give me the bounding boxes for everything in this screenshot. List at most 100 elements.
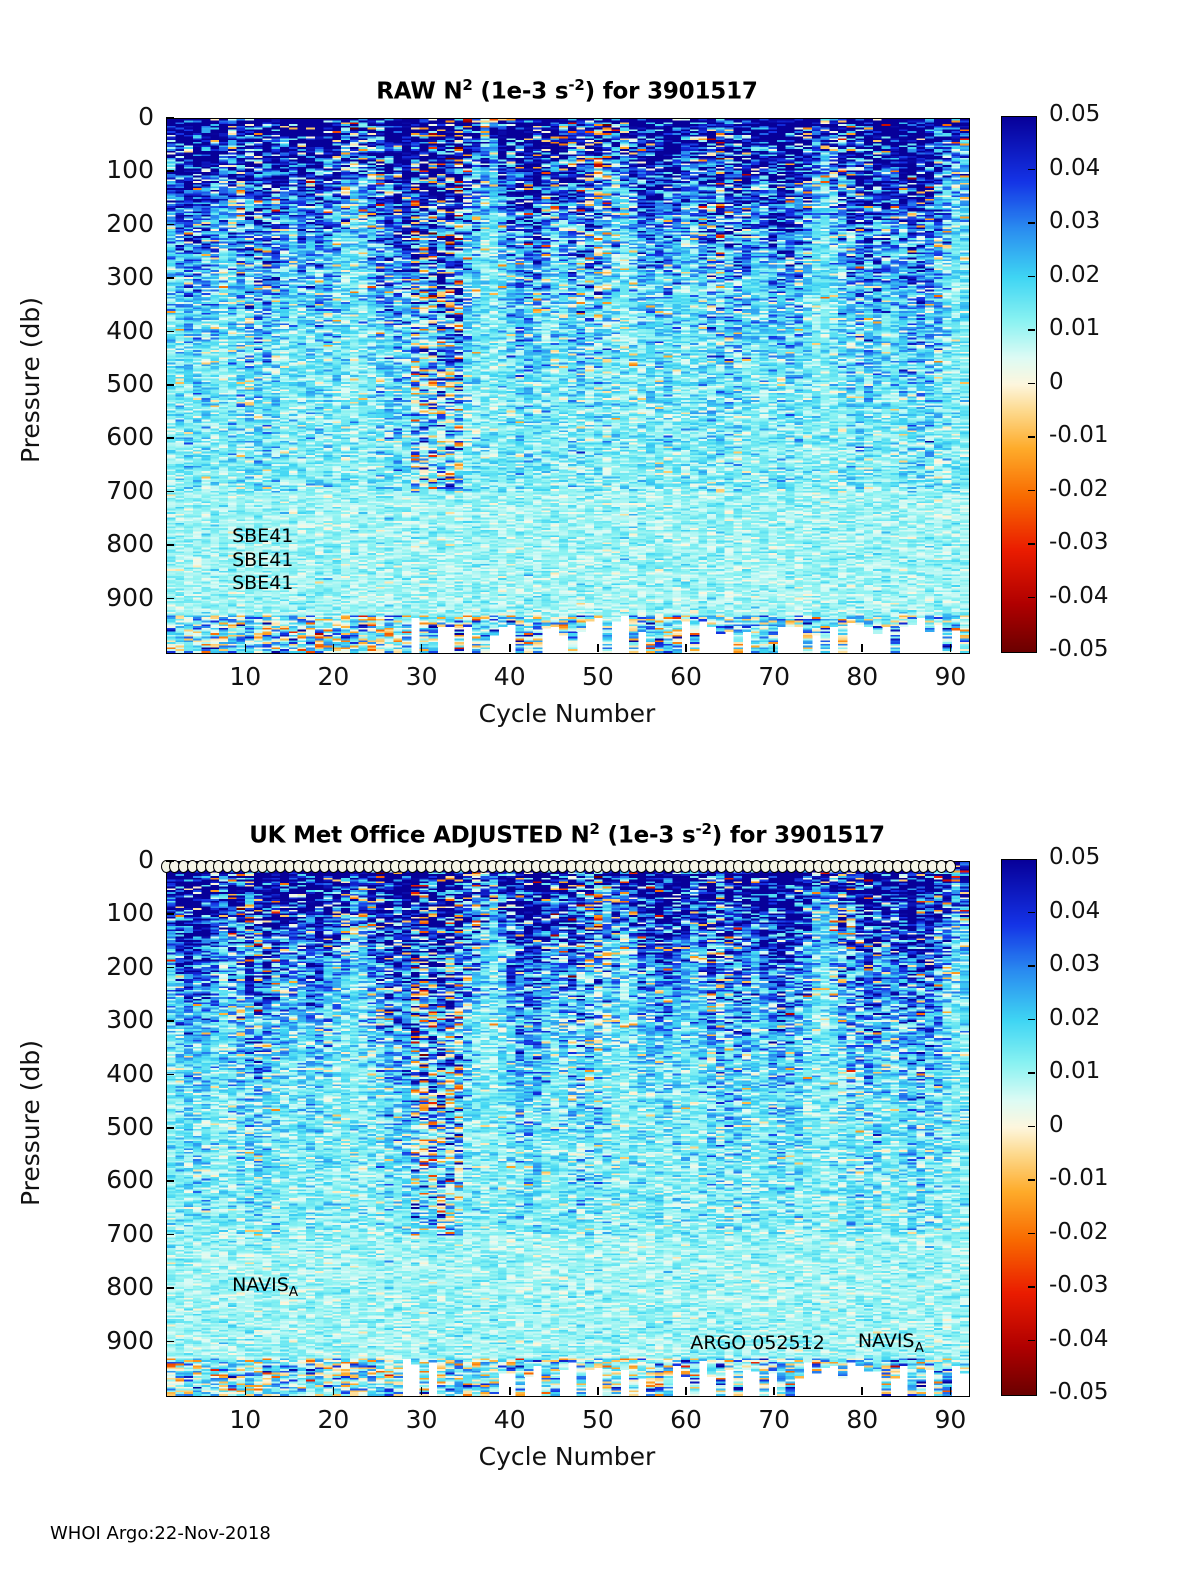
colorbar-tick-mark xyxy=(1028,1286,1035,1288)
x-tick-label: 30 xyxy=(405,1405,438,1434)
annotation-subscript: A xyxy=(914,1339,924,1356)
y-tick-label: 500 xyxy=(106,1112,154,1141)
y-tick-label: 400 xyxy=(106,315,154,345)
colorbar-tick-label: 0.04 xyxy=(1049,897,1101,924)
y-tick-mark xyxy=(166,1020,174,1022)
figure-footer-note: WHOI Argo:22-Nov-2018 xyxy=(50,1523,271,1544)
colorbar-tick-mark xyxy=(1028,965,1035,967)
x-tick-mark xyxy=(508,1387,511,1395)
x-tick-label: 60 xyxy=(670,1405,702,1434)
y-tick-mark xyxy=(166,1180,174,1182)
colorbar-tick-label: 0.01 xyxy=(1049,315,1101,341)
colorbar-tick-label: -0.01 xyxy=(1049,422,1109,448)
x-tick-mark xyxy=(244,644,247,652)
colorbar-tick-mark xyxy=(1028,1232,1035,1235)
colorbar-tick-label: -0.04 xyxy=(1049,582,1109,609)
y-tick-mark xyxy=(166,117,174,119)
annotation-subscript: A xyxy=(288,1283,299,1300)
in-plot-annotation: SBE41 xyxy=(232,549,293,571)
colorbar-tick-label: 0 xyxy=(1049,1111,1064,1138)
raw-x-axis-title: Cycle Number xyxy=(478,699,656,728)
x-tick-label: 70 xyxy=(758,1405,791,1434)
colorbar-tick-label: -0.05 xyxy=(1049,1379,1109,1405)
y-tick-mark xyxy=(166,544,174,546)
x-tick-mark xyxy=(685,644,687,652)
x-tick-label: 20 xyxy=(317,1405,350,1434)
y-tick-mark xyxy=(166,330,174,333)
y-tick-label: 300 xyxy=(106,1005,154,1035)
colorbar-tick-mark xyxy=(1028,222,1035,224)
x-tick-mark xyxy=(773,1387,775,1395)
x-tick-mark xyxy=(420,1387,423,1395)
x-tick-label: 70 xyxy=(758,662,791,691)
colorbar-tick-mark xyxy=(1028,1339,1035,1342)
y-tick-mark xyxy=(166,170,174,172)
y-tick-mark xyxy=(166,490,174,493)
y-tick-label: 200 xyxy=(106,951,154,981)
colorbar-tick-mark xyxy=(1028,275,1035,278)
x-tick-label: 10 xyxy=(229,1405,262,1434)
annotation-text: NAVIS xyxy=(857,1329,915,1352)
colorbar-tick-label: -0.05 xyxy=(1049,636,1109,662)
y-tick-label: 700 xyxy=(106,1218,154,1248)
x-tick-label: 50 xyxy=(581,662,614,691)
y-tick-mark xyxy=(166,1073,174,1076)
colorbar-tick-label: -0.03 xyxy=(1049,529,1109,555)
in-plot-annotation: SBE41 xyxy=(232,572,293,594)
adjusted-colorbar xyxy=(1001,859,1037,1396)
y-tick-mark xyxy=(166,913,174,915)
x-tick-label: 30 xyxy=(405,662,438,691)
annotation-text: SBE41 xyxy=(232,571,294,594)
colorbar-tick-label: 0.05 xyxy=(1049,844,1101,870)
raw-title-mid: (1e-3 s xyxy=(472,78,569,105)
adjusted-title-prefix: UK Met Office ADJUSTED N xyxy=(249,822,590,849)
colorbar-tick-label: 0.03 xyxy=(1049,208,1101,234)
y-tick-label: 600 xyxy=(106,422,154,452)
x-tick-mark xyxy=(861,644,864,652)
y-tick-label: 0 xyxy=(138,102,154,131)
y-tick-label: 600 xyxy=(106,1165,154,1195)
colorbar-tick-label: 0.02 xyxy=(1049,261,1101,288)
adjusted-title-superscript-neg2: -2 xyxy=(695,820,712,838)
adjusted-title-mid: (1e-3 s xyxy=(599,822,696,849)
y-tick-mark xyxy=(166,860,174,862)
colorbar-tick-label: 0 xyxy=(1049,368,1064,395)
colorbar-tick-label: 0.01 xyxy=(1049,1058,1101,1084)
adjusted-title-suffix: ) for 3901517 xyxy=(711,822,885,849)
y-tick-mark xyxy=(166,223,174,226)
raw-title-superscript-neg2: -2 xyxy=(568,76,585,94)
raw-y-axis-title: Pressure (db) xyxy=(16,297,45,463)
raw-heatmap-canvas xyxy=(167,119,969,653)
colorbar-tick-label: 0.05 xyxy=(1049,101,1101,127)
x-tick-mark xyxy=(244,1387,247,1395)
x-tick-label: 20 xyxy=(317,662,350,691)
colorbar-tick-label: -0.01 xyxy=(1049,1165,1109,1191)
x-tick-label: 40 xyxy=(493,1405,526,1434)
raw-title-superscript-2: 2 xyxy=(462,76,473,94)
y-tick-label: 400 xyxy=(106,1058,154,1088)
x-tick-mark xyxy=(949,1387,952,1395)
colorbar-tick-label: 0.02 xyxy=(1049,1004,1101,1031)
colorbar-tick-mark xyxy=(1028,1125,1035,1128)
y-tick-mark xyxy=(166,1340,174,1343)
y-tick-mark xyxy=(166,437,174,439)
x-tick-mark xyxy=(508,644,511,652)
y-tick-label: 300 xyxy=(106,262,154,292)
adjusted-plot-title: UK Met Office ADJUSTED N2 (1e-3 s-2) for… xyxy=(166,820,968,849)
y-tick-mark xyxy=(166,597,174,600)
x-tick-label: 90 xyxy=(934,1405,967,1434)
colorbar-tick-label: -0.02 xyxy=(1049,1218,1109,1245)
y-tick-mark xyxy=(166,384,174,386)
x-tick-mark xyxy=(597,1387,599,1395)
colorbar-tick-mark xyxy=(1028,1179,1035,1181)
x-tick-label: 80 xyxy=(846,1405,879,1434)
y-tick-label: 100 xyxy=(106,155,154,185)
y-tick-label: 0 xyxy=(138,845,154,874)
y-tick-mark xyxy=(166,966,174,969)
x-tick-label: 60 xyxy=(670,662,702,691)
raw-heatmap-axes xyxy=(166,118,970,654)
x-tick-label: 40 xyxy=(493,662,526,691)
adjusted-colorbar-gradient xyxy=(1002,860,1036,1395)
raw-plot-title: RAW N2 (1e-3 s-2) for 3901517 xyxy=(166,76,968,105)
x-tick-label: 80 xyxy=(846,662,879,691)
